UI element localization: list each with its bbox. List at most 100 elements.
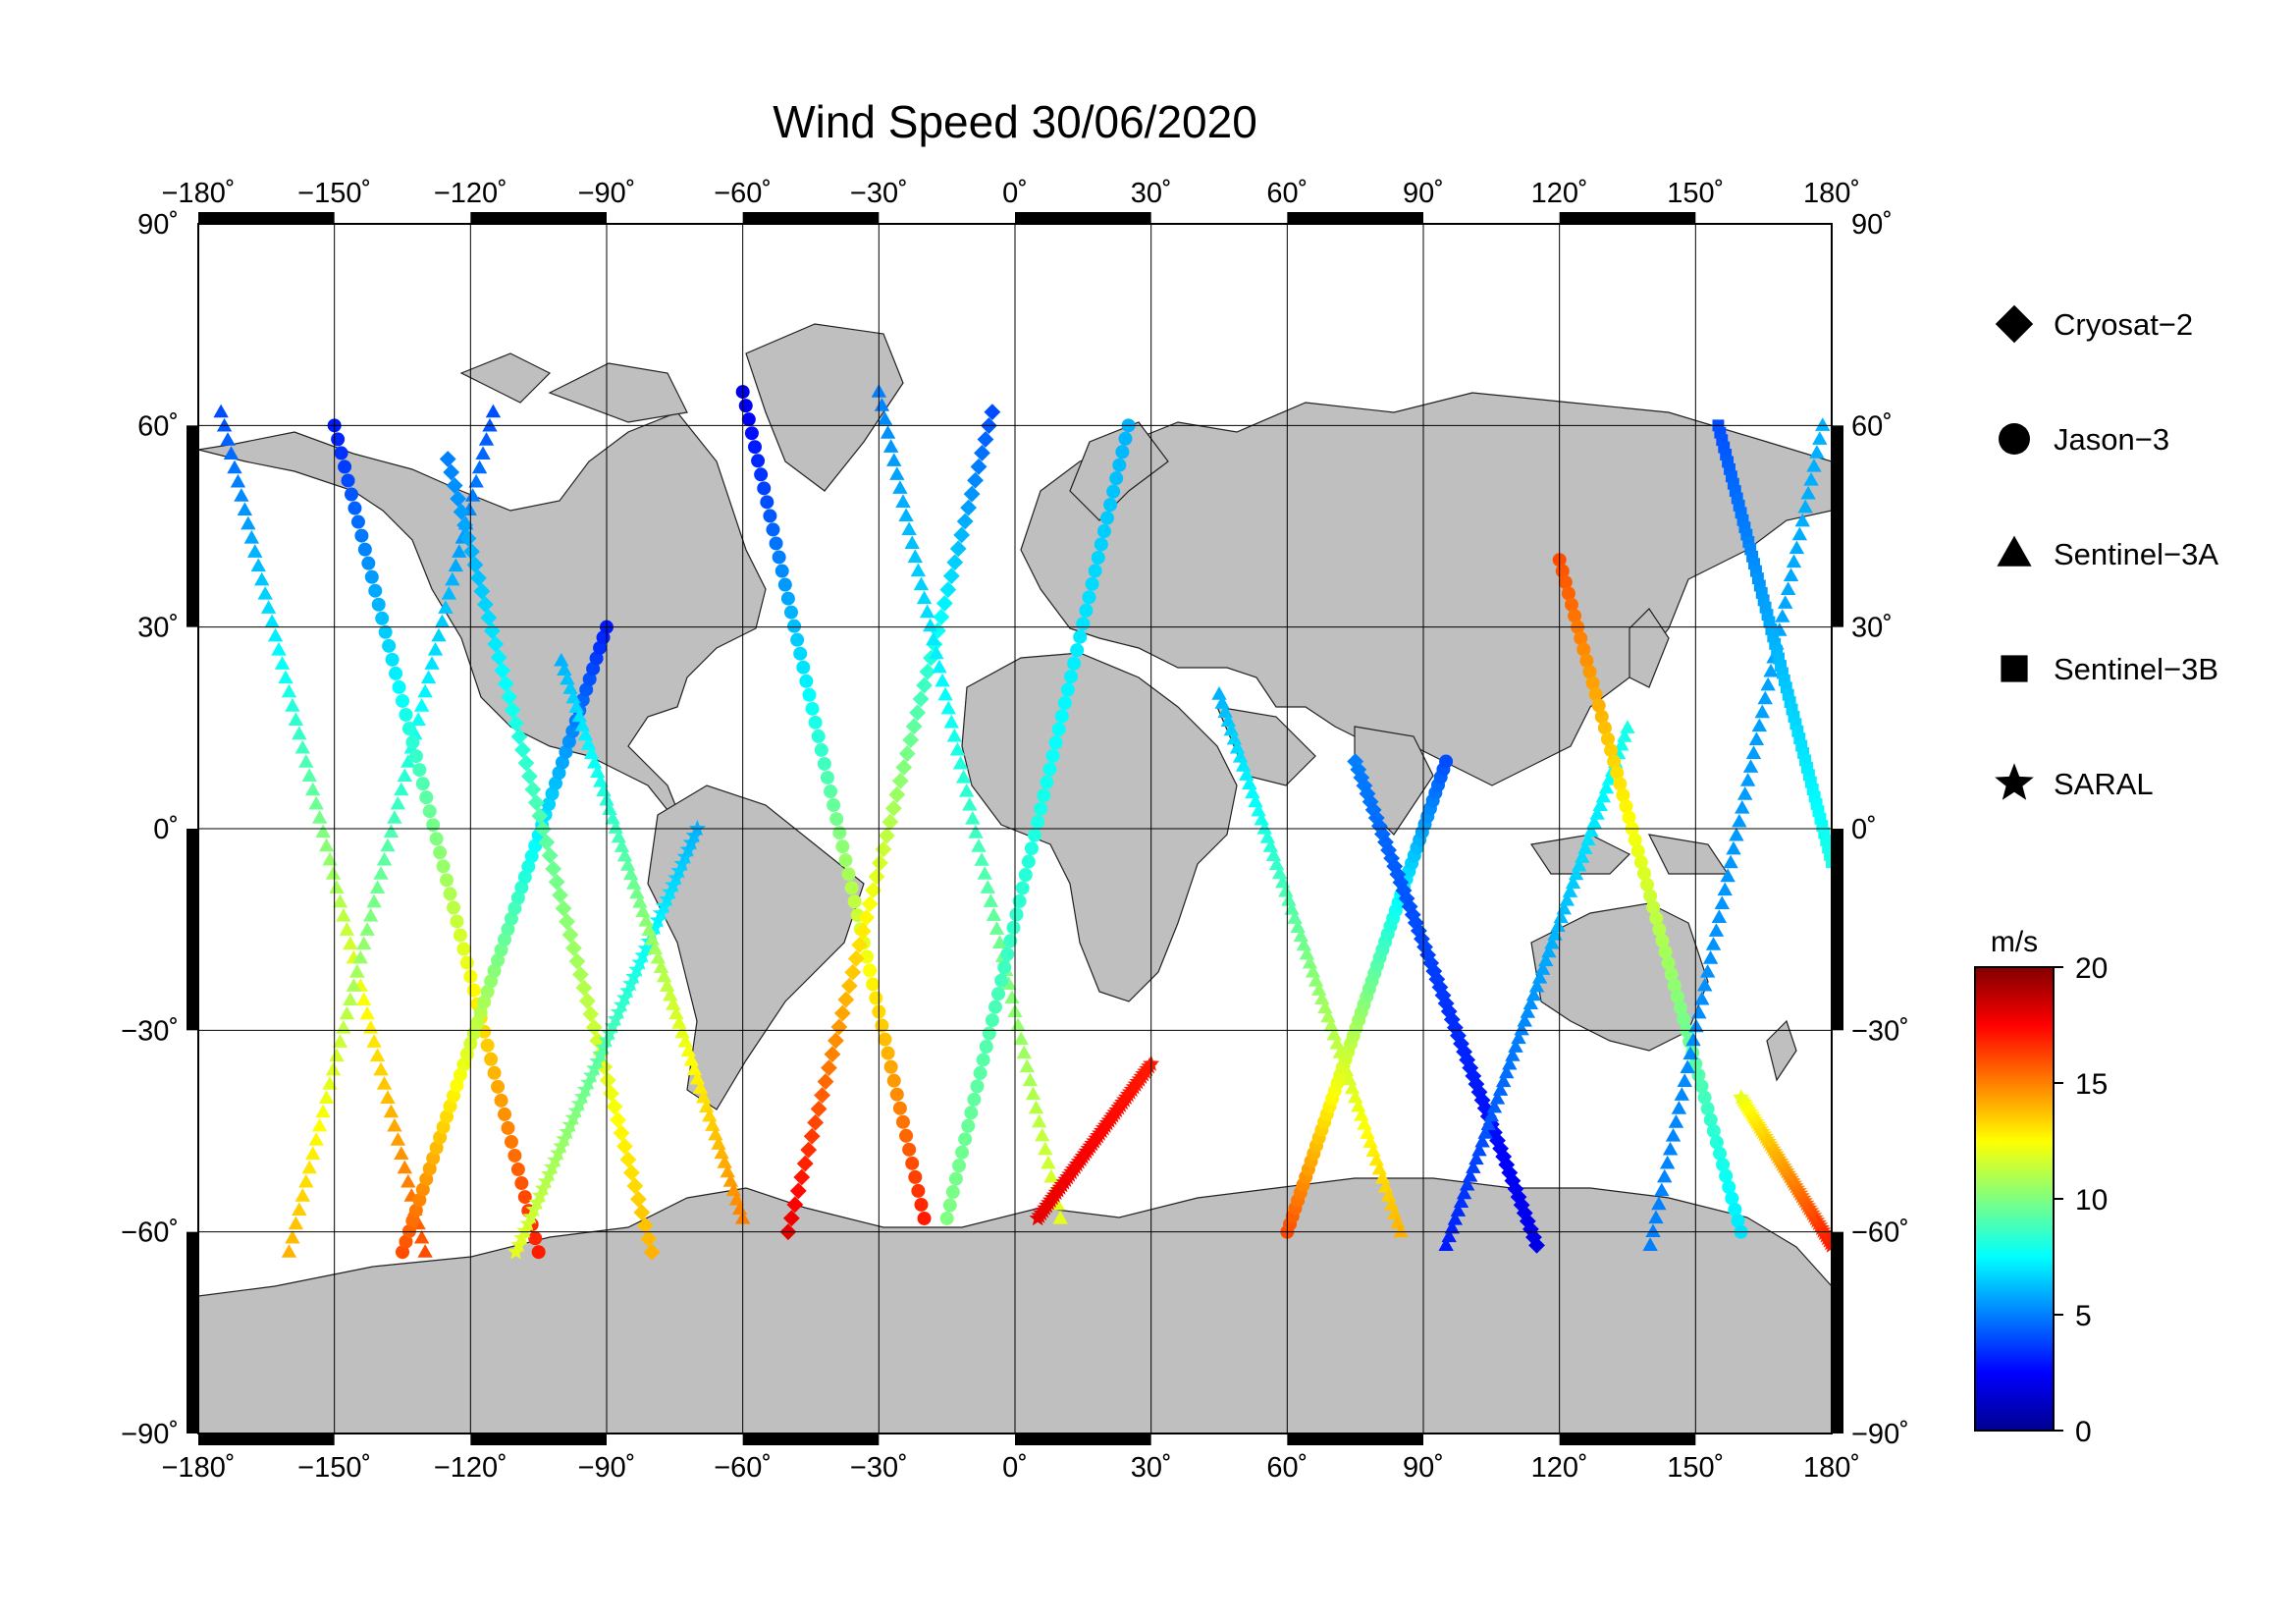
- track-point: [1697, 1090, 1712, 1105]
- track-point: [1450, 1203, 1467, 1217]
- track-point: [288, 712, 304, 726]
- track-point: [935, 595, 953, 612]
- track-point: [1003, 934, 1018, 948]
- track-point: [1800, 485, 1816, 500]
- track-point: [513, 1228, 531, 1246]
- track-point: [933, 609, 950, 625]
- track-point: [542, 797, 557, 812]
- track-point: [507, 1243, 525, 1260]
- track-point: [1716, 434, 1729, 447]
- track-point: [325, 1061, 342, 1076]
- track-point: [1310, 982, 1327, 996]
- track-point: [1057, 696, 1072, 711]
- track-point: [1814, 812, 1827, 825]
- track-point: [565, 689, 581, 704]
- longitude-tick-label: −90˚: [578, 178, 636, 209]
- track-point: [948, 1171, 963, 1186]
- track-point: [1720, 868, 1735, 883]
- track-point: [1782, 688, 1794, 701]
- track-point: [616, 847, 633, 862]
- satellite-track: [213, 404, 433, 1258]
- track-point: [570, 1095, 588, 1111]
- track-point: [274, 656, 291, 670]
- track-point: [907, 549, 924, 564]
- track-point: [1619, 799, 1633, 814]
- track-point: [962, 796, 978, 811]
- track-point: [607, 1009, 624, 1027]
- track-point: [369, 880, 386, 894]
- track-point: [1580, 832, 1596, 846]
- track-point: [1239, 767, 1255, 781]
- track-point: [396, 693, 409, 708]
- track-point: [1617, 729, 1632, 742]
- track-point: [858, 909, 876, 926]
- track-point: [1601, 771, 1618, 785]
- track-point: [988, 921, 1005, 935]
- track-point: [626, 876, 642, 890]
- track-point: [649, 911, 667, 928]
- track-point: [631, 953, 649, 970]
- track-point: [883, 1059, 898, 1074]
- track-point: [1052, 1210, 1068, 1224]
- track-point: [787, 619, 802, 633]
- track-point: [528, 1231, 543, 1246]
- track-point: [1211, 686, 1227, 700]
- track-point: [1775, 660, 1787, 672]
- track-point: [1789, 540, 1805, 555]
- track-point: [1051, 722, 1066, 736]
- track-point: [879, 827, 895, 844]
- track-point: [1677, 1011, 1691, 1026]
- track-point: [976, 1053, 990, 1067]
- track-point: [453, 503, 470, 520]
- track-point: [1456, 1185, 1472, 1200]
- track-point: [281, 1244, 297, 1258]
- latitude-tick-label: 30˚: [1851, 613, 1893, 644]
- track-point: [677, 1034, 693, 1048]
- track-point: [851, 937, 869, 953]
- track-point: [964, 1106, 979, 1120]
- track-point: [682, 834, 700, 850]
- longitude-tick-label: 90˚: [1403, 178, 1444, 209]
- track-point: [1284, 901, 1300, 915]
- frame-bar-segment: [470, 1434, 607, 1445]
- colorbar-tick-label: 20: [2075, 952, 2108, 985]
- frame-bar-segment: [1832, 829, 1843, 1031]
- track-point: [608, 820, 623, 834]
- track-point: [334, 446, 348, 460]
- latitude-tick-label: 30˚: [137, 613, 179, 644]
- track-point: [1544, 935, 1560, 949]
- track-point: [955, 769, 972, 784]
- track-point: [507, 1148, 522, 1163]
- track-point: [596, 1058, 614, 1076]
- track-point: [1067, 656, 1082, 671]
- track-point: [1723, 854, 1738, 869]
- frame-bar-segment: [1832, 1231, 1843, 1434]
- track-point: [294, 739, 311, 754]
- frame-bar-segment: [198, 1434, 335, 1445]
- track-point: [1254, 811, 1269, 826]
- track-point: [912, 690, 930, 708]
- track-point: [593, 773, 609, 787]
- track-point: [1012, 893, 1027, 908]
- track-point: [494, 1093, 508, 1108]
- track-point: [1407, 914, 1424, 932]
- track-point: [338, 460, 352, 474]
- track-point: [1760, 676, 1776, 691]
- track-point: [796, 660, 811, 675]
- track-point: [1226, 730, 1243, 745]
- frame-bar-segment: [1287, 1434, 1423, 1445]
- latitude-tick-label: −30˚: [121, 1015, 179, 1047]
- track-point: [884, 799, 902, 817]
- track-point: [914, 1197, 929, 1212]
- track-point: [448, 558, 464, 572]
- track-point: [394, 1146, 409, 1160]
- track-point: [967, 1092, 982, 1107]
- track-point: [491, 953, 506, 968]
- track-point: [708, 1126, 723, 1141]
- frame-bar-segment: [187, 425, 198, 627]
- track-point: [923, 618, 938, 632]
- track-point: [1347, 753, 1364, 770]
- latitude-tick-labels: −90˚ −90˚ −60˚ −60˚ −30˚ −30˚ 0˚ 0˚ 30˚ 30˚ 60˚ 60˚…: [121, 209, 1909, 1450]
- track-point: [1812, 431, 1828, 445]
- track-point: [1022, 1072, 1039, 1087]
